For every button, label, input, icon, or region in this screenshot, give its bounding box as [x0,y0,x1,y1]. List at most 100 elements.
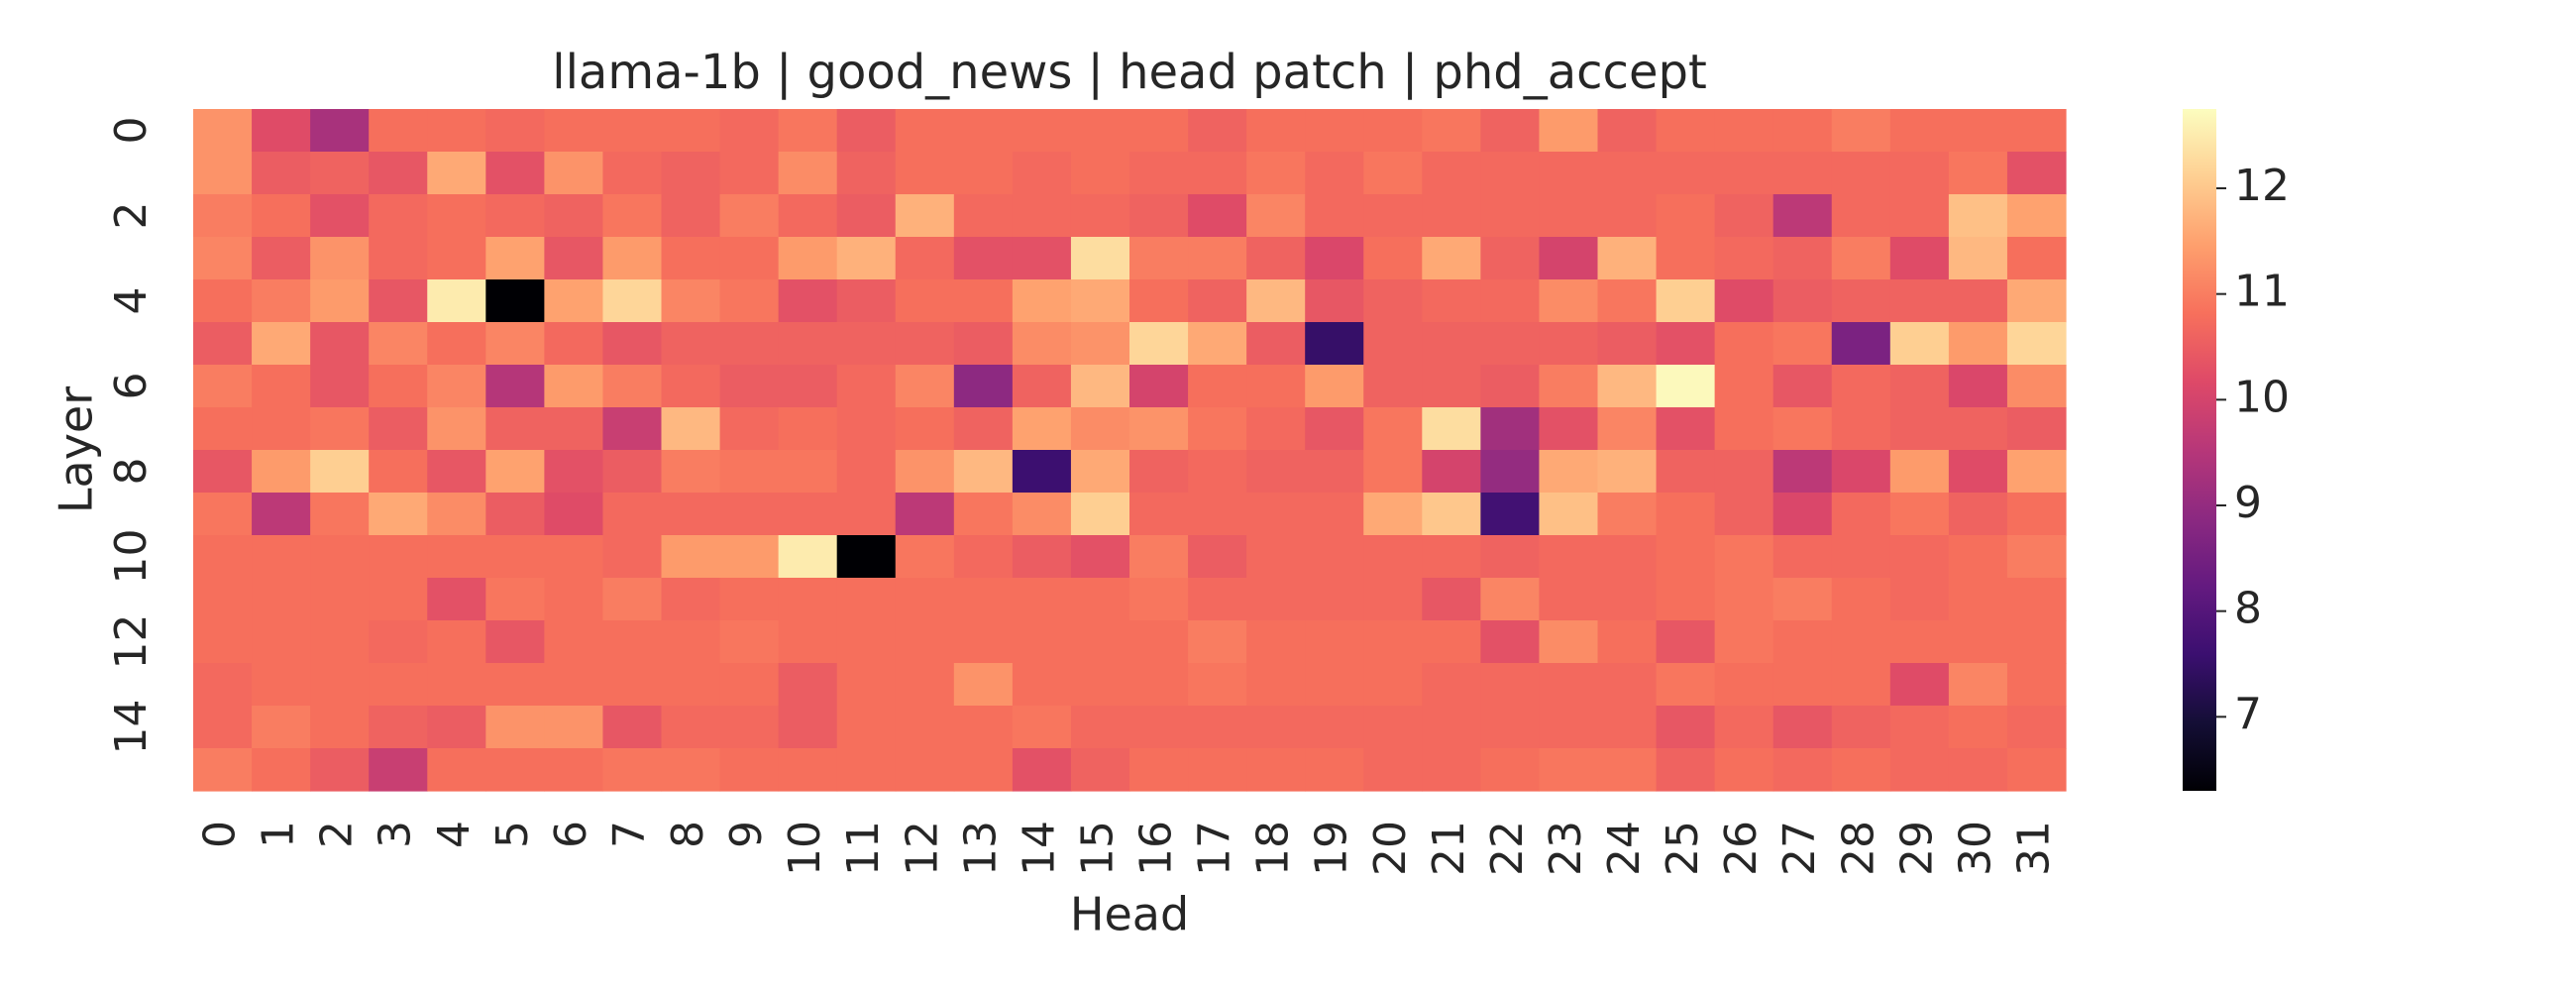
heatmap-cell [1188,450,1247,494]
heatmap-cell [1772,152,1833,195]
heatmap-cell [1831,194,1891,238]
heatmap-cell [661,152,721,195]
heatmap-cell [1070,237,1130,280]
heatmap-cell [2006,578,2067,621]
heatmap-cell [1363,535,1423,579]
heatmap-cell [1539,706,1599,749]
heatmap-cell [193,109,253,153]
heatmap-cell [778,194,838,238]
heatmap-cell [1012,109,1072,153]
heatmap-cell [544,450,604,494]
heatmap-cell [1889,322,1950,366]
heatmap-cell [778,620,838,664]
heatmap-cell [661,706,721,749]
y-tick-label: 0 [106,117,157,145]
heatmap-cell [953,706,1014,749]
heatmap-cell [1831,365,1891,408]
heatmap-cell [252,493,311,536]
heatmap-cell [310,237,370,280]
heatmap-cell [953,450,1014,494]
heatmap-cell [1889,493,1950,536]
heatmap-cell [1129,620,1189,664]
heatmap-cell [1363,194,1423,238]
heatmap-cell [719,578,780,621]
y-tick-label: 14 [106,700,157,755]
heatmap-cell [1070,450,1130,494]
heatmap-cell [1597,450,1658,494]
heatmap-cell [719,279,780,323]
heatmap-cell [1363,578,1423,621]
heatmap-cell [661,237,721,280]
colorbar-tick-label: 12 [2234,161,2290,211]
colorbar-tick-label: 7 [2234,689,2262,739]
heatmap-cell [1480,706,1541,749]
heatmap-cell [544,194,604,238]
heatmap-cell [310,578,370,621]
heatmap-cell [1422,152,1481,195]
heatmap-cell [1480,663,1541,707]
heatmap-cell [1656,365,1716,408]
heatmap-cell [778,578,838,621]
heatmap-cell [1656,237,1716,280]
heatmap-cell [836,322,897,366]
heatmap-cell [953,279,1014,323]
heatmap-cell [1480,748,1541,792]
heatmap-cell [836,194,897,238]
heatmap-cell [1831,620,1891,664]
heatmap-cell [1831,535,1891,579]
heatmap-cell [661,450,721,494]
x-tick-label: 12 [897,821,947,876]
heatmap-cell [1129,493,1189,536]
heatmap-cell [310,194,370,238]
x-tick-label: 20 [1365,821,1416,876]
heatmap-cell [1889,663,1950,707]
heatmap-cell [719,748,780,792]
heatmap-cell [544,620,604,664]
heatmap-cell [836,578,897,621]
heatmap-cell [252,109,311,153]
heatmap-cell [1305,663,1364,707]
heatmap-cell [310,407,370,451]
heatmap-cell [1363,365,1423,408]
heatmap-cell [1656,279,1716,323]
heatmap-cell [1480,450,1541,494]
heatmap-cell [1422,109,1481,153]
heatmap-cell [1422,535,1481,579]
x-tick-label: 23 [1541,821,1591,876]
heatmap-cell [1246,493,1306,536]
heatmap-cell [2006,493,2067,536]
heatmap-cell [661,578,721,621]
heatmap-cell [778,706,838,749]
heatmap-cell [485,706,545,749]
heatmap-cell [1772,450,1833,494]
heatmap-cell [252,322,311,366]
heatmap-cell [544,748,604,792]
heatmap-cell [1422,748,1481,792]
heatmap-cell [252,152,311,195]
heatmap-cell [602,706,663,749]
heatmap-cell [1597,493,1658,536]
heatmap-cell [1070,706,1130,749]
heatmap-cell [369,663,428,707]
heatmap-cell [1597,706,1658,749]
heatmap-cell [193,535,253,579]
heatmap-cell [369,706,428,749]
heatmap-cell [427,535,486,579]
heatmap-cell [1363,407,1423,451]
heatmap-cell [1656,706,1716,749]
heatmap-cell [1070,279,1130,323]
colorbar-tick-label: 8 [2234,584,2262,634]
heatmap-cell [1305,493,1364,536]
heatmap-cell [778,237,838,280]
x-tick-label: 3 [371,821,421,848]
heatmap-cell [1597,322,1658,366]
heatmap-cell [1539,663,1599,707]
heatmap-cell [1012,322,1072,366]
heatmap-cell [1714,748,1774,792]
x-tick-label: 22 [1482,821,1533,876]
x-tick-label: 4 [429,821,480,848]
heatmap-cell [310,706,370,749]
chart-title: llama-1b | good_news | head patch | phd_… [552,45,1707,100]
heatmap-cell [1656,152,1716,195]
heatmap-cell [1772,194,1833,238]
